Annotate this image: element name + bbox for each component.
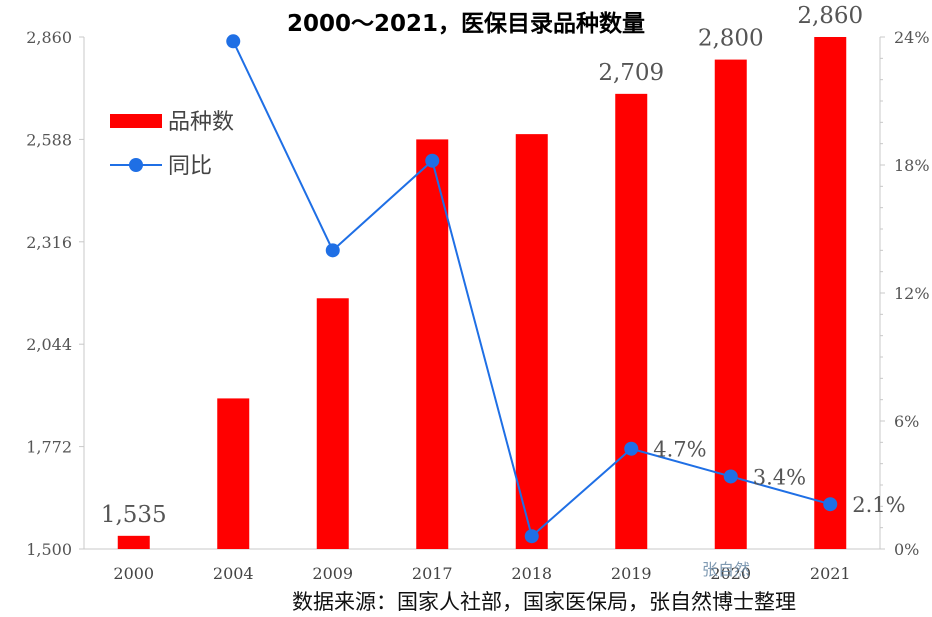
right-tick-label: 24% — [894, 28, 930, 47]
line-point — [524, 529, 539, 544]
right-tick-label: 0% — [894, 540, 919, 559]
left-tick-label: 1,772 — [26, 438, 72, 457]
bar — [217, 398, 250, 549]
line-point — [325, 243, 340, 258]
x-tick-label: 2019 — [611, 564, 652, 583]
bar — [615, 93, 648, 550]
source-note: 数据来源：国家人社部，国家医保局，张自然博士整理 — [292, 590, 796, 614]
bar-value-label: 2,800 — [698, 26, 764, 52]
bar-value-label: 1,535 — [101, 502, 167, 528]
x-tick-label: 2020 — [710, 564, 751, 583]
x-tick-label: 2004 — [213, 564, 254, 583]
bar — [416, 139, 449, 549]
watermark: 张自然 — [702, 560, 751, 579]
right-tick-label: 6% — [894, 412, 919, 431]
x-tick-label: 2021 — [810, 564, 851, 583]
x-tick-label: 2000 — [113, 564, 154, 583]
legend-line-label: 同比 — [168, 154, 212, 179]
line-value-label: 2.1% — [852, 493, 905, 517]
left-tick-label: 2,860 — [26, 28, 72, 47]
x-tick-label: 2017 — [412, 564, 453, 583]
legend-bar-label: 品种数 — [168, 110, 234, 135]
bar — [316, 298, 349, 549]
line-point — [425, 153, 440, 168]
line-point — [723, 469, 738, 484]
bar — [515, 134, 548, 550]
right-tick-label: 18% — [894, 156, 930, 175]
left-tick-label: 1,500 — [26, 540, 72, 559]
bar — [117, 535, 150, 549]
bar-value-label: 2,709 — [598, 60, 664, 86]
bar-value-label: 2,860 — [797, 3, 863, 29]
bar — [814, 37, 847, 549]
bar — [714, 59, 747, 550]
x-tick-label: 2018 — [511, 564, 552, 583]
left-tick-label: 2,588 — [26, 130, 72, 149]
x-tick-label: 2009 — [312, 564, 353, 583]
right-tick-label: 12% — [894, 284, 930, 303]
line-value-label: 4.7% — [653, 438, 706, 462]
chart-title: 2000～2021，医保目录品种数量 — [286, 11, 646, 37]
legend-bar-swatch — [110, 114, 162, 128]
line-point — [226, 34, 241, 49]
line-value-label: 3.4% — [753, 465, 806, 489]
line-point — [624, 441, 639, 456]
left-tick-label: 2,316 — [26, 233, 72, 252]
line-point — [823, 497, 838, 512]
left-tick-label: 2,044 — [26, 335, 72, 354]
legend-line-marker — [129, 158, 143, 172]
